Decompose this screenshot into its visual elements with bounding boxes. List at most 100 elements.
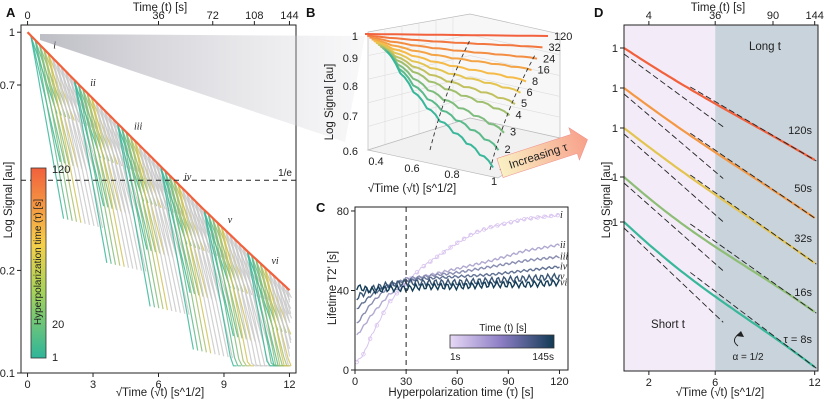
panel-a-decay-curve	[69, 75, 104, 229]
panel-a-tau-colorbar	[30, 167, 47, 359]
panel-a-decay-curve	[160, 166, 194, 350]
panel-b-curve-tau-6	[375, 41, 521, 94]
panel-d-top-tick-label: 4	[646, 10, 652, 22]
panel-b-dashed-guide	[429, 39, 471, 151]
panel-a-decay-curve	[151, 157, 186, 314]
panel-c-series-i-marker	[374, 323, 380, 328]
panel-d-long-fit	[690, 174, 817, 265]
panel-d-y-tick-label: 1	[612, 83, 618, 95]
panel-b-xlabel: √Time (√t) [s^1/2]	[368, 182, 457, 195]
panel-c-series-ii	[356, 243, 560, 336]
panel-a-x-tick-label: 3	[90, 379, 96, 391]
panel-a-decay-curve	[30, 35, 65, 219]
panel-a-decay-curve	[190, 196, 225, 357]
panel-d-label-1: 50s	[794, 183, 812, 195]
panel-b-letter: B	[306, 5, 315, 20]
panel-b-curve-tau-32	[367, 34, 543, 49]
panel-a-decay-curve	[125, 131, 160, 309]
panel-a-ylabel: Log Signal [au]	[3, 162, 15, 239]
panel-d: D Time (t) [s] 2 6 12 4 36 90 144 1 1 1 1 1 Long …	[594, 2, 824, 399]
panel-a-y-tick-label: 0.1	[0, 368, 15, 380]
panel-b-curve-tau-3	[382, 47, 505, 134]
panel-b-tau-label: 2	[505, 144, 511, 156]
panel-b-curve-tau-24	[369, 36, 538, 60]
panel-d-short-fit	[623, 227, 724, 323]
panel-a-decay-curve	[112, 118, 147, 272]
panel-c-series-i-marker	[455, 240, 460, 245]
panel-d-xlabel: √Time (√t) [s^1/2]	[676, 386, 765, 399]
panel-c-ylabel: Lifetime T2' [s]	[327, 251, 339, 325]
panel-c-y-ticks: 0 40 80	[337, 206, 355, 377]
panel-d-short-label: Short t	[651, 319, 686, 331]
panel-a-decay-curve	[147, 153, 181, 313]
panel-a-top-tick-label: 36	[152, 10, 164, 22]
panel-d-top-xlabel: Time (t) [s]	[691, 2, 746, 14]
panel-c-letter: C	[316, 200, 326, 215]
panel-b-x-tick-label: 0.8	[444, 169, 459, 181]
panel-c-series-i-marker	[555, 212, 560, 218]
panel-d-curve-τ = 8s	[623, 221, 816, 368]
panel-c-series-i-marker	[388, 298, 393, 304]
panel-a-decay-curve	[216, 221, 250, 367]
panel-a-segment-label-vi: vi	[271, 256, 278, 267]
panel-a-decay-curve	[82, 88, 117, 265]
panel-a-decay-curve	[38, 44, 73, 221]
panel-d-series-labels: 120s 50s 32s 16s τ = 8s	[784, 125, 813, 346]
panel-d-top-tick-label: 144	[806, 10, 824, 22]
panel-d-short-fit	[623, 133, 724, 223]
panel-a-decay-curve	[56, 61, 91, 226]
panel-d-y-tick-label: 1	[612, 123, 618, 135]
panel-c-series-i-marker	[542, 214, 547, 219]
panel-a-y-tick-label: 1	[9, 27, 15, 39]
panel-a-decay-curve	[168, 174, 203, 352]
panel-a-decay-curve	[268, 270, 290, 366]
panel-c-label-i: i	[560, 210, 563, 221]
panel-a-colorbar-tick-120: 120	[52, 164, 70, 176]
panel-d-long-fit	[690, 272, 817, 369]
panel-a-decay-curve	[225, 230, 259, 367]
panel-b-tau-label: 120	[554, 31, 572, 43]
panel-c-x-tick-label: 0	[352, 376, 358, 388]
panel-c-y-tick-label: 0	[343, 365, 349, 377]
panel-d-curve-120s	[623, 47, 816, 161]
panel-b-y-tick-label: 0.9	[343, 53, 358, 65]
panel-c-series-i-marker	[508, 220, 514, 225]
panel-a-decay-curve	[199, 205, 233, 359]
panel-c-series-i-marker	[428, 259, 433, 264]
panel-a-segment-label-ii: ii	[90, 78, 96, 89]
panel-d-top-ticks: 4 36 90 144	[646, 10, 824, 25]
panel-d-x-tick-label: 2	[646, 377, 652, 389]
panel-c-series-i-marker	[394, 291, 400, 296]
panel-a-x-tick-label: 0	[24, 379, 30, 391]
panel-a-decay-curve	[194, 200, 229, 358]
panel-a-decay-curve	[116, 123, 151, 307]
panel-a-top-tick-label: 72	[207, 10, 219, 22]
panel-a-segment-label-i: i	[53, 40, 56, 51]
panel-a-colorbar-tick-1: 1	[52, 352, 58, 364]
panel-c-series-i-marker	[414, 270, 420, 275]
panel-d-short-fit	[623, 53, 724, 128]
panel-d-short-region	[624, 25, 716, 371]
panel-c-label-vi: vi	[560, 278, 567, 289]
panel-b-curve-tau-5	[377, 43, 516, 105]
panel-a-top-tick-label: 144	[280, 10, 298, 22]
panel-a-y-ticks: 1 0.7 0.2 0.1	[0, 27, 21, 380]
panel-c-xlabel: Hyperpolarization time (τ) [s]	[388, 387, 533, 399]
panel-b-ylabel: Log Signal [au]	[324, 64, 336, 141]
panel-a-decay-curve	[142, 148, 177, 313]
panel-a-x-tick-label: 6	[155, 379, 161, 391]
panel-a-decay-curve	[108, 114, 143, 271]
panel-a-top-xlabel: Time (t) [s]	[133, 2, 188, 14]
panel-a-decay-curve	[229, 234, 263, 367]
panel-d-y-tick-label: 1	[612, 43, 618, 55]
panel-a-decay-curve	[203, 209, 237, 367]
panel-a-decay-curve	[164, 170, 199, 351]
panel-a-decay-curve	[233, 238, 267, 367]
panel-c-y-tick-label: 40	[337, 285, 349, 297]
panel-b-tau-label: 16	[538, 65, 550, 77]
panel-b-curve-tau-16	[371, 38, 532, 71]
panel-c-frame	[354, 206, 569, 371]
panel-a-decay-curve	[212, 217, 246, 367]
